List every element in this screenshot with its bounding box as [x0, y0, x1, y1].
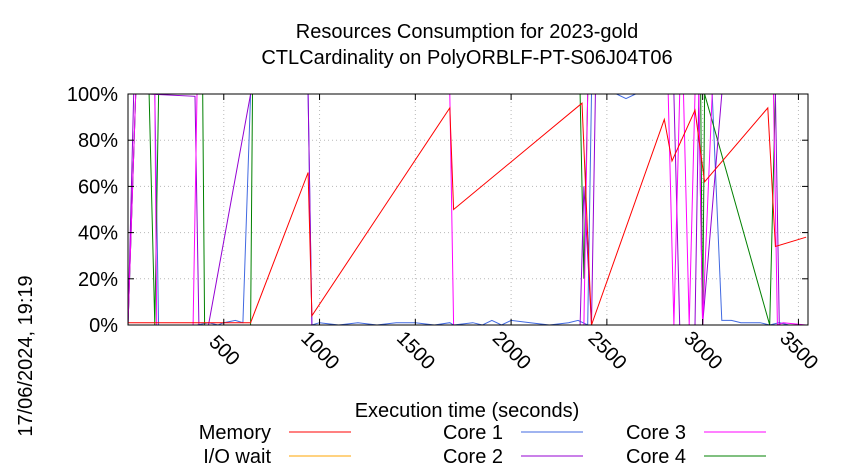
chart-subtitle: CTLCardinality on PolyORBLF-PT-S06J04T06	[261, 47, 672, 69]
x-tick-label: 2000	[488, 327, 535, 374]
y-tick-label: 20%	[78, 269, 118, 291]
y-tick-label: 80%	[78, 130, 118, 152]
legend-label: Core 2	[443, 446, 503, 468]
y-axis: 0% 20% 40% 60% 80% 100%	[67, 84, 808, 337]
y-tick-label: 0%	[89, 315, 118, 337]
legend-label: Memory	[199, 422, 271, 444]
x-axis: 500 1000 1500 2000 2500 3000 3500	[204, 94, 822, 374]
legend-label: Core 3	[626, 422, 686, 444]
y-tick-label: 40%	[78, 223, 118, 245]
x-tick-label: 1000	[296, 327, 343, 374]
legend-label: I/O wait	[203, 446, 271, 468]
legend-label: Core 4	[626, 446, 686, 468]
plot-frame	[127, 93, 809, 326]
series-line-memory	[128, 102, 807, 326]
legend-label: Core 1	[443, 422, 503, 444]
x-axis-label: Execution time (seconds)	[355, 400, 580, 422]
series-line-core-3	[127, 93, 807, 326]
x-tick-label: 3000	[679, 327, 726, 374]
x-tick-label: 2500	[584, 327, 631, 374]
y-tick-label: 100%	[67, 84, 118, 106]
timestamp-label: 17/06/2024, 19:19	[15, 275, 37, 436]
x-tick-label: 3500	[775, 327, 822, 374]
x-tick-label: 1500	[392, 327, 439, 374]
y-tick-label: 60%	[78, 176, 118, 198]
chart-title: Resources Consumption for 2023-gold	[296, 21, 638, 43]
x-tick-label: 500	[204, 331, 243, 370]
plot-series	[127, 93, 807, 326]
